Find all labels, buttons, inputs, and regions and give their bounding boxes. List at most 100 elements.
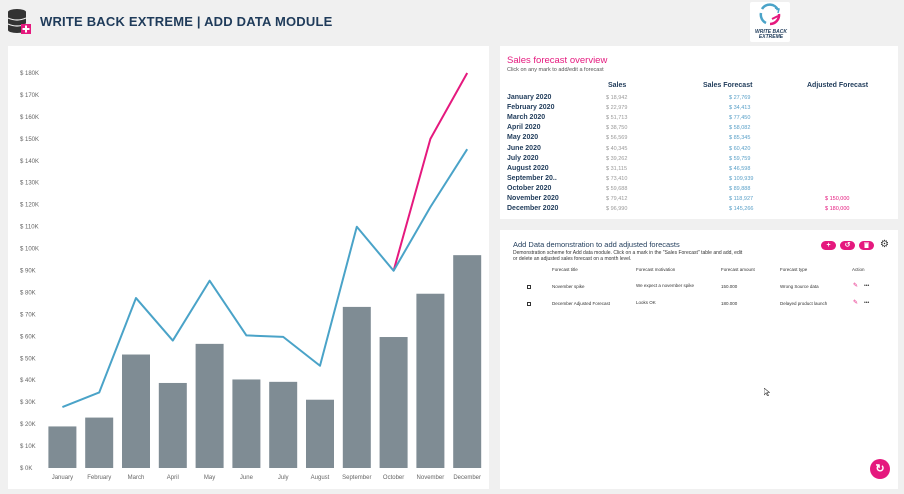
gear-icon[interactable]: ⚙ [880, 239, 889, 250]
refresh-icon: ↻ [875, 463, 885, 475]
row-title: December Adjusted Forecast [552, 301, 611, 306]
sales-bar[interactable] [379, 337, 408, 468]
sales-row[interactable]: May 2020 $ 56,569 $ 85,345 [500, 134, 898, 144]
sales-row-forecast: $ 60,420 [729, 145, 751, 152]
y-tick-label: $ 120K [20, 203, 39, 209]
sales-bar[interactable] [269, 381, 298, 468]
sales-row[interactable]: June 2020 $ 40,345 $ 60,420 [500, 145, 898, 155]
sales-chart-panel: $ 0K $ 10K $ 20K $ 30K $ 40K $ 50K $ 60K $ 70K $… [8, 46, 489, 489]
sales-combo-chart[interactable]: $ 0K $ 10K $ 20K $ 30K $ 40K $ 50K $ 60K $ 70K $… [8, 46, 489, 489]
row-title: November spike [552, 284, 585, 289]
pencil-icon[interactable]: ✎ [853, 283, 859, 289]
sales-row[interactable]: December 2020 $ 96,990 $ 145,266 $ 180,000 [500, 205, 898, 215]
pencil-icon[interactable]: ✎ [853, 300, 859, 306]
sales-row-month: April 2020 [507, 124, 541, 132]
sales-bar[interactable] [122, 354, 150, 468]
x-tick-label: May [204, 475, 215, 481]
sales-bar[interactable] [158, 382, 187, 468]
ellipsis-icon[interactable]: ••• [864, 300, 870, 306]
sales-row[interactable]: April 2020 $ 38,750 $ 58,082 [500, 124, 898, 134]
sales-row-sales: $ 18,942 [606, 95, 628, 101]
sales-row[interactable]: March 2020 $ 51,713 $ 77,450 [500, 114, 898, 124]
sales-row-forecast: $ 34,413 [729, 105, 751, 112]
database-add-icon [7, 9, 31, 34]
add-data-title: Add Data demonstration to add adjusted f… [513, 240, 680, 249]
x-tick-label: January [52, 475, 73, 481]
sales-row-month: June 2020 [507, 144, 541, 152]
sales-row-month: November 2020 [507, 195, 559, 202]
undo-icon: ↺ [844, 242, 851, 249]
x-tick-label: July [278, 475, 289, 481]
sales-row-sales: $ 22,979 [606, 105, 628, 112]
table-row[interactable]: December Adjusted Forecast Looks OK 180.… [500, 300, 898, 316]
sales-row-forecast: $ 59,759 [729, 155, 751, 162]
sales-row-sales: $ 40,345 [606, 145, 628, 152]
x-tick-label: November [417, 475, 445, 481]
sales-bar[interactable] [195, 343, 224, 468]
row-type: Delayed product launch [780, 301, 828, 306]
sales-row[interactable]: September 20.. $ 73,410 $ 109,939 [500, 175, 898, 185]
y-tick-label: $ 80K [20, 290, 36, 296]
sales-bar[interactable] [453, 255, 482, 468]
sales-row-month: May 2020 [507, 134, 539, 142]
y-tick-label: $ 30K [20, 400, 36, 406]
y-tick-label: $ 110K [20, 225, 39, 231]
y-tick-label: $ 170K [20, 93, 39, 99]
sales-row-forecast: $ 77,450 [729, 115, 751, 122]
y-tick-label: $ 70K [20, 312, 36, 318]
sales-row-sales: $ 73,410 [606, 175, 628, 182]
sales-bar[interactable] [342, 306, 371, 468]
table-row[interactable]: November spike We expect a november spik… [500, 283, 898, 299]
add-data-panel: Add Data demonstration to add adjusted f… [500, 230, 898, 489]
y-tick-label: $ 50K [20, 356, 36, 362]
sales-bar[interactable] [232, 379, 261, 468]
sales-row[interactable]: October 2020 $ 59,688 $ 89,888 [500, 185, 898, 195]
sales-row[interactable]: July 2020 $ 39,262 $ 59,759 [500, 155, 898, 165]
sales-forecast-panel: Sales forecast overview Click on any mar… [500, 46, 898, 219]
mouse-cursor-icon [764, 388, 770, 396]
logo-text: WRITE BACK EXTREME [755, 29, 787, 40]
sales-row-forecast: $ 118,927 [729, 196, 754, 202]
app-logo: WRITE BACK EXTREME [750, 2, 790, 42]
add-forecast-button[interactable]: + [821, 241, 836, 250]
sales-row-sales: $ 96,990 [606, 206, 628, 213]
sales-forecast-line[interactable] [62, 148, 469, 408]
sales-row[interactable]: February 2020 $ 22,979 $ 34,413 [500, 104, 898, 114]
y-tick-label: $ 180K [20, 71, 39, 77]
sales-row-sales: $ 79,412 [606, 196, 628, 202]
sales-row-sales: $ 39,262 [606, 155, 628, 162]
logo-mark-icon [759, 3, 781, 26]
x-tick-label: April [167, 475, 179, 481]
x-tick-label: August [311, 475, 330, 481]
x-tick-label: March [128, 475, 145, 481]
sales-row-forecast: $ 109,939 [729, 175, 754, 182]
sales-row-month: August 2020 [507, 164, 549, 172]
refresh-button[interactable]: ↻ [870, 459, 890, 479]
sales-bar[interactable] [306, 399, 334, 468]
sales-bar[interactable] [416, 293, 445, 468]
sales-row-sales: $ 56,569 [606, 135, 628, 142]
row-checkbox[interactable] [527, 285, 531, 289]
undo-button[interactable]: ↺ [840, 241, 855, 250]
x-tick-label: September [342, 475, 371, 481]
sales-row-sales: $ 51,713 [606, 115, 628, 122]
sales-row-forecast: $ 58,082 [729, 125, 751, 132]
header-forecast-amount: Forecast amount [721, 267, 755, 272]
sales-row-sales: $ 31,115 [606, 165, 628, 172]
y-tick-label: $ 150K [20, 137, 39, 143]
sales-row[interactable]: November 2020 $ 79,412 $ 118,927 $ 150,000 [500, 195, 898, 205]
add-data-description: Demonstration scheme for Add data module… [513, 250, 743, 262]
x-tick-label: June [240, 475, 254, 481]
x-tick-label: December [453, 475, 481, 481]
sales-bar[interactable] [48, 426, 77, 468]
forecast-column-header: Sales Forecast [703, 82, 753, 89]
sales-row[interactable]: January 2020 $ 18,942 $ 27,769 [500, 94, 898, 104]
sales-row[interactable]: August 2020 $ 31,115 $ 46,598 [500, 165, 898, 175]
sales-column-header: Sales [608, 82, 627, 89]
ellipsis-icon[interactable]: ••• [864, 283, 870, 289]
adjusted-forecast-line[interactable] [392, 72, 469, 272]
delete-button[interactable] [859, 241, 874, 250]
row-type: Wrong Source data [780, 284, 819, 289]
sales-bar[interactable] [85, 417, 114, 468]
row-checkbox[interactable] [527, 302, 531, 306]
